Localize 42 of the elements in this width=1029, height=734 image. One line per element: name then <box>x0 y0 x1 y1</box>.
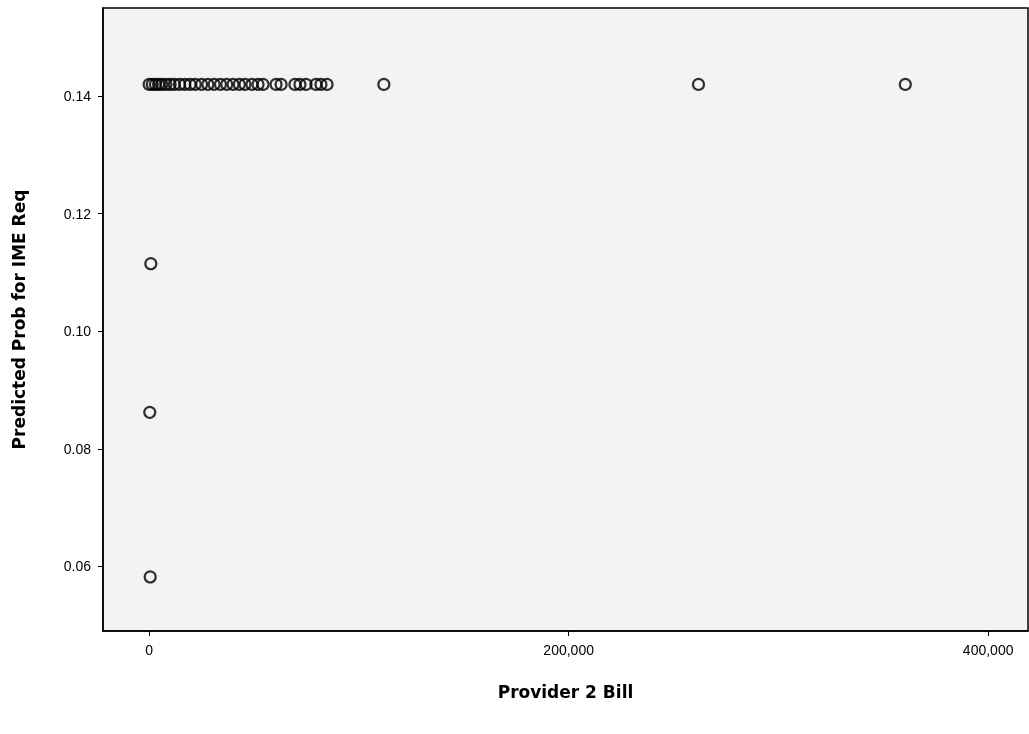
y-tick-label: 0.14 <box>63 88 92 105</box>
x-axis-title: Provider 2 Bill <box>497 681 634 702</box>
point <box>256 77 270 91</box>
y-tick-label: 0.12 <box>63 205 92 222</box>
point <box>143 570 157 584</box>
x-tick-label: 200,000 <box>543 642 595 658</box>
y-tick-label: 0.10 <box>63 323 92 340</box>
point <box>245 77 259 91</box>
point <box>220 77 234 91</box>
point <box>172 77 187 91</box>
point <box>251 77 265 91</box>
point <box>232 77 246 91</box>
y-tick-label: 0.06 <box>63 558 92 575</box>
point <box>143 405 157 419</box>
point <box>269 77 283 91</box>
point <box>691 77 706 91</box>
point <box>299 77 313 91</box>
point <box>201 77 215 91</box>
y-tick-label: 0.08 <box>63 440 92 457</box>
point <box>288 77 302 91</box>
point <box>320 77 334 91</box>
point <box>188 77 202 91</box>
point <box>144 257 158 271</box>
point <box>207 77 221 91</box>
point <box>314 77 328 91</box>
y-axis-title: Predicted Prob for IME Req <box>8 189 29 450</box>
point <box>238 77 252 91</box>
point <box>159 77 173 91</box>
point <box>213 77 228 91</box>
point <box>898 77 912 91</box>
point <box>377 77 391 91</box>
point <box>163 77 177 91</box>
point <box>178 77 192 91</box>
point <box>167 77 181 91</box>
point <box>309 77 323 91</box>
x-tick-label: 400,000 <box>962 642 1014 658</box>
point <box>293 77 307 91</box>
point <box>226 77 240 91</box>
point <box>183 77 197 91</box>
point <box>194 77 209 91</box>
x-tick-label: 0 <box>145 642 154 658</box>
point <box>274 77 288 91</box>
